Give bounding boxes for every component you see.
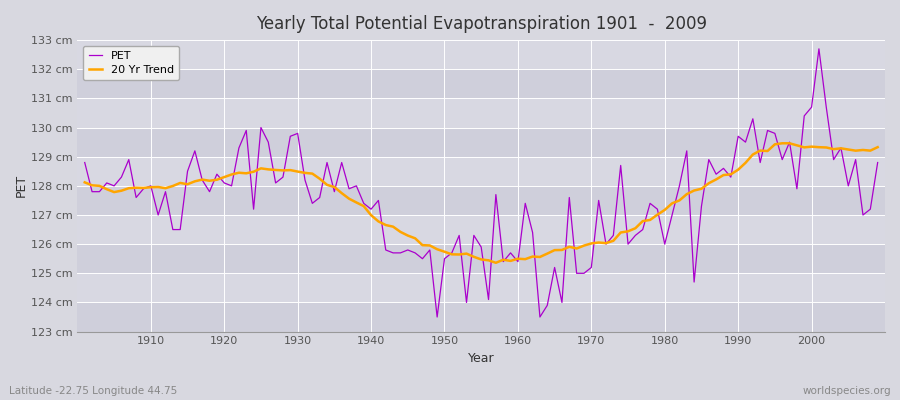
Bar	[77, 157, 885, 186]
20 Yr Trend	[138, 186, 148, 190]
Line: PET: PET	[85, 49, 878, 317]
PET	[512, 259, 523, 264]
PET	[138, 186, 148, 191]
20 Yr Trend	[491, 260, 501, 265]
20 Yr Trend	[300, 170, 310, 175]
20 Yr Trend	[608, 238, 618, 243]
20 Yr Trend	[784, 141, 795, 146]
PET	[608, 233, 618, 238]
PET	[79, 160, 90, 165]
Text: worldspecies.org: worldspecies.org	[803, 386, 891, 396]
Text: Latitude -22.75 Longitude 44.75: Latitude -22.75 Longitude 44.75	[9, 386, 177, 396]
PET	[432, 315, 443, 320]
Y-axis label: PET: PET	[15, 174, 28, 198]
20 Yr Trend	[512, 256, 523, 261]
20 Yr Trend	[872, 145, 883, 150]
X-axis label: Year: Year	[468, 352, 494, 365]
Bar	[77, 244, 885, 273]
Bar	[77, 215, 885, 244]
Bar	[77, 69, 885, 98]
PET	[520, 201, 531, 206]
Legend: PET, 20 Yr Trend: PET, 20 Yr Trend	[83, 46, 179, 80]
PET	[814, 46, 824, 51]
Bar	[77, 98, 885, 128]
Bar	[77, 302, 885, 332]
Bar	[77, 273, 885, 302]
Bar	[77, 128, 885, 157]
PET	[872, 160, 883, 165]
Bar	[77, 40, 885, 69]
PET	[344, 186, 355, 191]
PET	[300, 178, 310, 182]
20 Yr Trend	[79, 180, 90, 185]
Title: Yearly Total Potential Evapotranspiration 1901  -  2009: Yearly Total Potential Evapotranspiratio…	[256, 15, 706, 33]
20 Yr Trend	[344, 196, 355, 201]
20 Yr Trend	[520, 257, 531, 262]
Bar	[77, 186, 885, 215]
Line: 20 Yr Trend: 20 Yr Trend	[85, 143, 878, 263]
